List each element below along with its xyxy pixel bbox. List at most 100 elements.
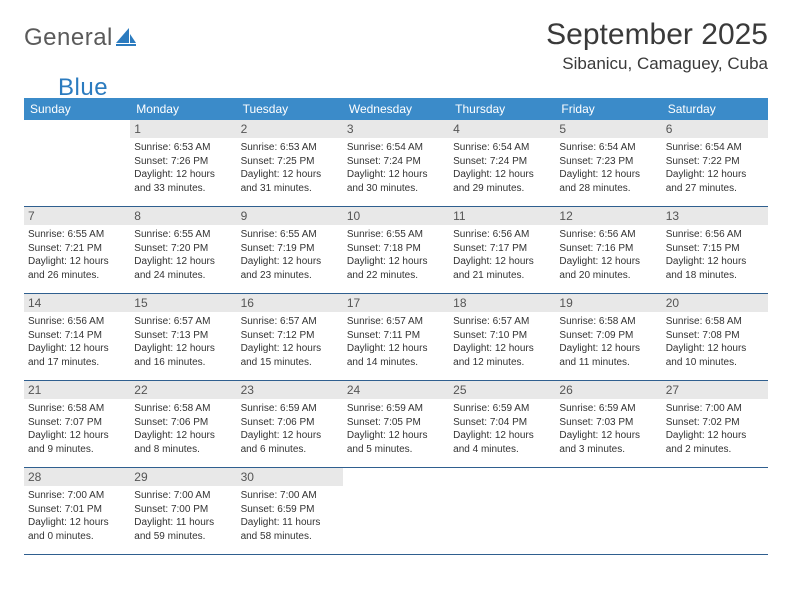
daylight-text-2: and 14 minutes. [347, 356, 445, 370]
day-cell: 1Sunrise: 6:53 AMSunset: 7:26 PMDaylight… [130, 120, 236, 206]
logo-sail-icon [116, 28, 136, 51]
day-number: 2 [237, 120, 343, 138]
calendar: Sunday Monday Tuesday Wednesday Thursday… [24, 98, 768, 555]
daylight-text-1: Daylight: 12 hours [347, 168, 445, 182]
daylight-text-2: and 0 minutes. [28, 530, 126, 544]
day-number: 17 [343, 294, 449, 312]
day-number: 9 [237, 207, 343, 225]
sunrise-text: Sunrise: 6:57 AM [241, 315, 339, 329]
weeks-container: 1Sunrise: 6:53 AMSunset: 7:26 PMDaylight… [24, 120, 768, 555]
sunrise-text: Sunrise: 6:54 AM [666, 141, 764, 155]
sunset-text: Sunset: 7:18 PM [347, 242, 445, 256]
daylight-text-2: and 21 minutes. [453, 269, 551, 283]
day-number: 6 [662, 120, 768, 138]
day-cell: 7Sunrise: 6:55 AMSunset: 7:21 PMDaylight… [24, 207, 130, 293]
day-cell: 29Sunrise: 7:00 AMSunset: 7:00 PMDayligh… [130, 468, 236, 554]
daylight-text-2: and 17 minutes. [28, 356, 126, 370]
day-details: Sunrise: 6:59 AMSunset: 7:04 PMDaylight:… [453, 402, 551, 456]
logo-text-general: General [24, 24, 113, 52]
day-details: Sunrise: 6:54 AMSunset: 7:24 PMDaylight:… [347, 141, 445, 195]
day-cell: 13 Sunrise: 6:56 AMSunset: 7:15 PMDayligh… [662, 207, 768, 293]
day-cell: 8Sunrise: 6:55 AMSunset: 7:20 PMDaylight… [130, 207, 236, 293]
daylight-text-2: and 18 minutes. [666, 269, 764, 283]
day-details: Sunrise: 6:57 AMSunset: 7:13 PMDaylight:… [134, 315, 232, 369]
day-cell: 20Sunrise: 6:58 AMSunset: 7:08 PMDayligh… [662, 294, 768, 380]
day-number: 22 [130, 381, 236, 399]
daylight-text-2: and 12 minutes. [453, 356, 551, 370]
daylight-text-1: Daylight: 12 hours [28, 342, 126, 356]
day-cell: 2 Sunrise: 6:53 AMSunset: 7:25 PMDaylight… [237, 120, 343, 206]
daylight-text-1: Daylight: 12 hours [134, 255, 232, 269]
daylight-text-1: Daylight: 12 hours [241, 255, 339, 269]
day-cell: 21 Sunrise: 6:58 AMSunset: 7:07 PMDayligh… [24, 381, 130, 467]
day-details: Sunrise: 6:59 AMSunset: 7:03 PMDaylight:… [559, 402, 657, 456]
sunrise-text: Sunrise: 6:58 AM [28, 402, 126, 416]
daylight-text-1: Daylight: 11 hours [134, 516, 232, 530]
sunrise-text: Sunrise: 6:58 AM [666, 315, 764, 329]
sunset-text: Sunset: 7:15 PM [666, 242, 764, 256]
daylight-text-2: and 27 minutes. [666, 182, 764, 196]
sunrise-text: Sunrise: 6:55 AM [241, 228, 339, 242]
day-number: 5 [555, 120, 661, 138]
sunset-text: Sunset: 7:24 PM [453, 155, 551, 169]
day-details: Sunrise: 6:54 AMSunset: 7:23 PMDaylight:… [559, 141, 657, 195]
daylight-text-1: Daylight: 12 hours [559, 429, 657, 443]
weekday-thursday: Thursday [449, 98, 555, 120]
day-number: 13 [662, 207, 768, 225]
daylight-text-1: Daylight: 11 hours [241, 516, 339, 530]
title-block: September 2025 Sibanicu, Camaguey, Cuba [546, 18, 768, 74]
sunset-text: Sunset: 7:09 PM [559, 329, 657, 343]
week-row: 28Sunrise: 7:00 AMSunset: 7:01 PMDayligh… [24, 468, 768, 555]
day-cell: 10Sunrise: 6:55 AMSunset: 7:18 PMDayligh… [343, 207, 449, 293]
sunset-text: Sunset: 7:06 PM [241, 416, 339, 430]
day-details: Sunrise: 6:58 AMSunset: 7:06 PMDaylight:… [134, 402, 232, 456]
sunset-text: Sunset: 7:01 PM [28, 503, 126, 517]
daylight-text-1: Daylight: 12 hours [28, 429, 126, 443]
daylight-text-1: Daylight: 12 hours [28, 255, 126, 269]
daylight-text-2: and 58 minutes. [241, 530, 339, 544]
daylight-text-2: and 33 minutes. [134, 182, 232, 196]
daylight-text-1: Daylight: 12 hours [241, 342, 339, 356]
day-number: 12 [555, 207, 661, 225]
day-details: Sunrise: 6:54 AMSunset: 7:24 PMDaylight:… [453, 141, 551, 195]
day-details: Sunrise: 6:58 AMSunset: 7:07 PMDaylight:… [28, 402, 126, 456]
daylight-text-2: and 22 minutes. [347, 269, 445, 283]
day-cell: 14Sunrise: 6:56 AMSunset: 7:14 PMDayligh… [24, 294, 130, 380]
day-cell [662, 468, 768, 554]
daylight-text-2: and 31 minutes. [241, 182, 339, 196]
sunset-text: Sunset: 7:22 PM [666, 155, 764, 169]
day-number: 29 [130, 468, 236, 486]
sunset-text: Sunset: 7:00 PM [134, 503, 232, 517]
day-cell: 24Sunrise: 6:59 AMSunset: 7:05 PMDayligh… [343, 381, 449, 467]
day-details: Sunrise: 6:55 AMSunset: 7:20 PMDaylight:… [134, 228, 232, 282]
day-details: Sunrise: 6:53 AMSunset: 7:25 PMDaylight:… [241, 141, 339, 195]
sunset-text: Sunset: 7:24 PM [347, 155, 445, 169]
sunset-text: Sunset: 7:03 PM [559, 416, 657, 430]
month-title: September 2025 [546, 18, 768, 52]
daylight-text-1: Daylight: 12 hours [559, 342, 657, 356]
day-details: Sunrise: 6:57 AMSunset: 7:11 PMDaylight:… [347, 315, 445, 369]
daylight-text-1: Daylight: 12 hours [453, 255, 551, 269]
day-cell: 16Sunrise: 6:57 AMSunset: 7:12 PMDayligh… [237, 294, 343, 380]
weekday-header-row: Sunday Monday Tuesday Wednesday Thursday… [24, 98, 768, 120]
day-cell: 6 Sunrise: 6:54 AMSunset: 7:22 PMDaylight… [662, 120, 768, 206]
day-number: 23 [237, 381, 343, 399]
day-cell: 15Sunrise: 6:57 AMSunset: 7:13 PMDayligh… [130, 294, 236, 380]
day-cell: 22 Sunrise: 6:58 AMSunset: 7:06 PMDayligh… [130, 381, 236, 467]
daylight-text-1: Daylight: 12 hours [134, 168, 232, 182]
daylight-text-2: and 2 minutes. [666, 443, 764, 457]
day-number: 21 [24, 381, 130, 399]
daylight-text-2: and 15 minutes. [241, 356, 339, 370]
week-row: 1Sunrise: 6:53 AMSunset: 7:26 PMDaylight… [24, 120, 768, 207]
sunrise-text: Sunrise: 6:59 AM [453, 402, 551, 416]
daylight-text-1: Daylight: 12 hours [134, 342, 232, 356]
day-number: 24 [343, 381, 449, 399]
weekday-wednesday: Wednesday [343, 98, 449, 120]
daylight-text-1: Daylight: 12 hours [666, 168, 764, 182]
sunset-text: Sunset: 7:10 PM [453, 329, 551, 343]
day-details: Sunrise: 6:55 AMSunset: 7:19 PMDaylight:… [241, 228, 339, 282]
sunrise-text: Sunrise: 6:56 AM [559, 228, 657, 242]
sunset-text: Sunset: 7:04 PM [453, 416, 551, 430]
daylight-text-2: and 6 minutes. [241, 443, 339, 457]
day-details: Sunrise: 6:56 AMSunset: 7:15 PMDaylight:… [666, 228, 764, 282]
